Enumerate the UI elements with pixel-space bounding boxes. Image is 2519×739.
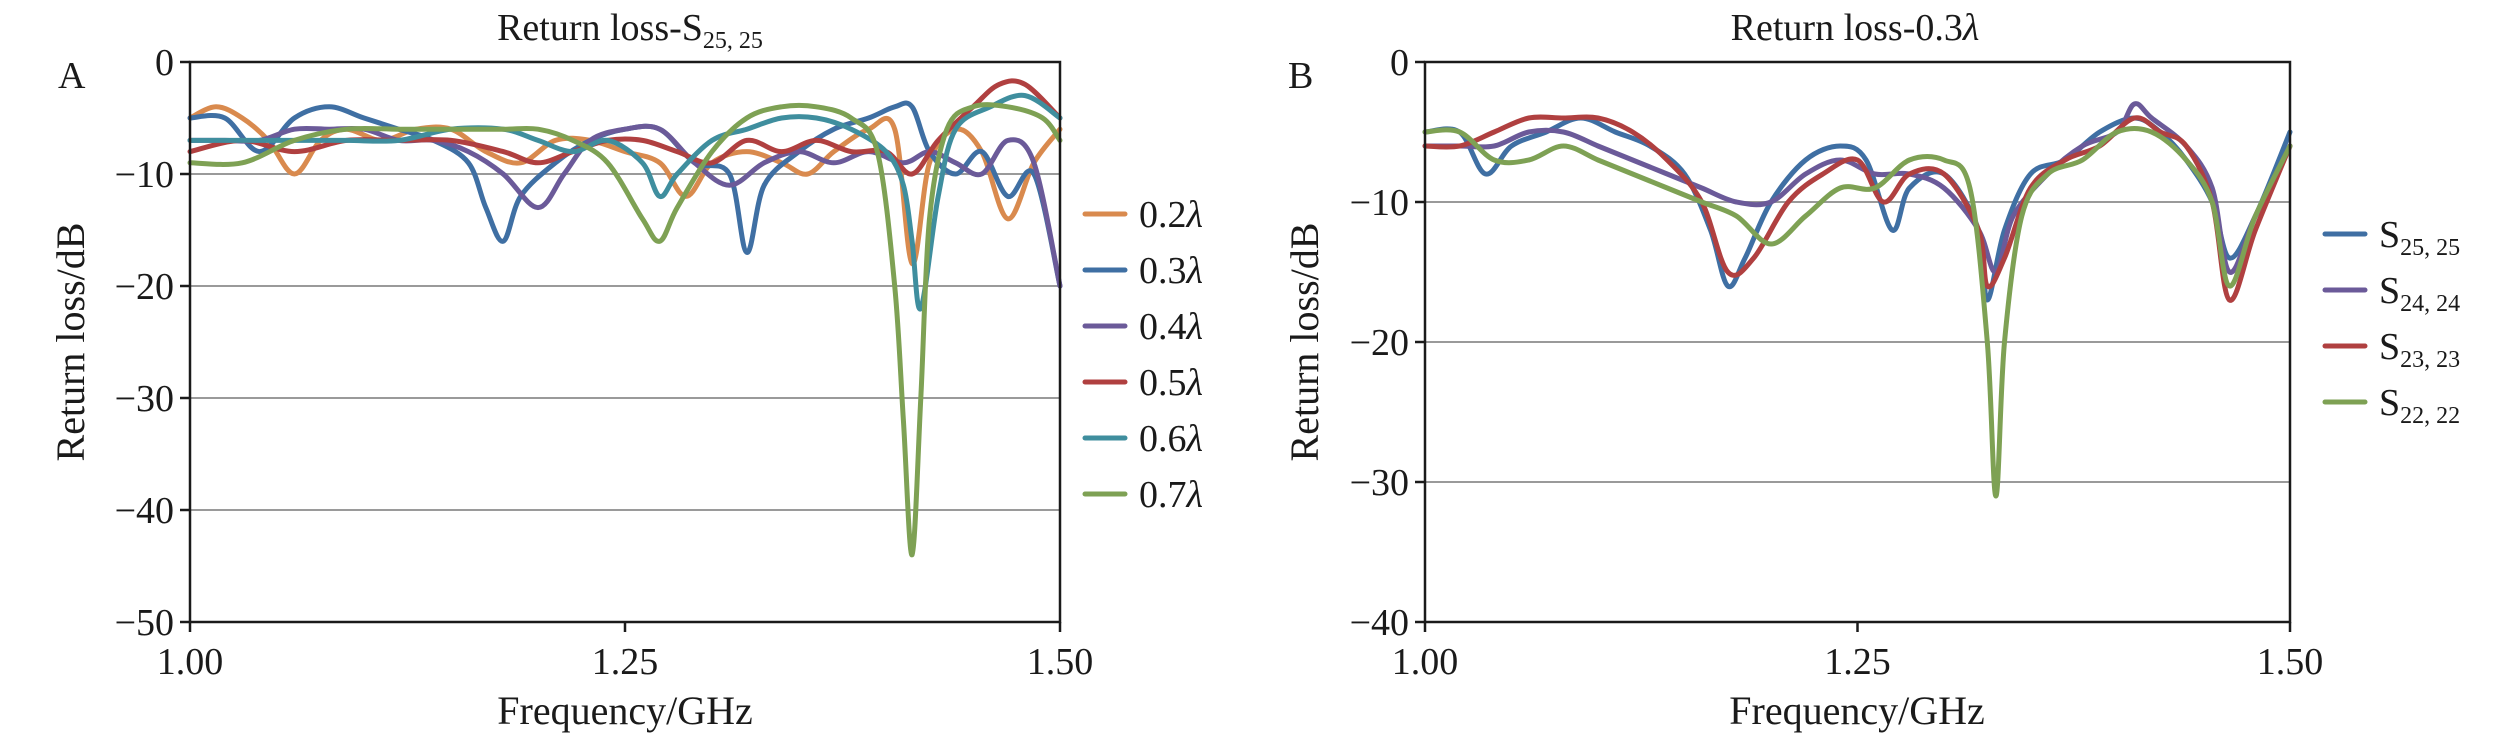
panel-b-series-line-4 <box>1422 125 2293 499</box>
panel-b-x-tick-label: 1.00 <box>1392 641 1459 683</box>
panel-b-y-axis-label: Return loss/dB <box>1282 223 1327 462</box>
panel-a-legend-label: 0.5λ <box>1139 362 1203 404</box>
panel-b-series-lines <box>1422 101 2293 499</box>
panel-a-legend-label: 0.4λ <box>1139 306 1203 348</box>
panel-a-x-axis-label: Frequency/GHz <box>497 688 752 733</box>
panel-b-legend-entry: S23, 23 <box>2322 326 2460 373</box>
panel-a-series-line-6 <box>187 102 1063 558</box>
panel-a-x-tick-label: 1.25 <box>592 641 659 683</box>
panel-b-title: Return loss-0.3λ <box>1731 7 1980 49</box>
panel-a-series-lines <box>187 78 1063 558</box>
panel-b-x-tick-label: 1.25 <box>1824 641 1891 683</box>
panel-a-title: Return loss-S25, 25 <box>497 7 763 54</box>
panel-a-legend-entry: 0.4λ <box>1082 306 1203 348</box>
panel-a-y-axis-label: Return loss/dB <box>48 223 93 462</box>
panel-b-legend-entry: S25, 25 <box>2322 214 2460 261</box>
panel-a-x-tick-label: 1.00 <box>157 641 224 683</box>
panel-b-legend-entry: S22, 22 <box>2322 382 2460 429</box>
panel-a-legend-entry: 0.3λ <box>1082 250 1203 292</box>
panel-a-legend-label: 0.3λ <box>1139 250 1203 292</box>
panel-b-legend-label: S23, 23 <box>2379 326 2460 373</box>
panel-a-legend-label: 0.7λ <box>1139 474 1203 516</box>
panel-a-legend-label: 0.6λ <box>1139 418 1203 460</box>
panel-a-x-tick-label: 1.50 <box>1027 641 1094 683</box>
panel-a-y-tick-label: 0 <box>155 42 174 84</box>
panel-a-legend-entry: 0.2λ <box>1082 194 1203 236</box>
panel-a-y-tick-label: −50 <box>115 602 174 644</box>
panel-a-y-tick-label: −10 <box>115 154 174 196</box>
panel-b-y-tick-label: −30 <box>1350 462 1409 504</box>
panel-a-legend-entry: 0.5λ <box>1082 362 1203 404</box>
panel-a-letter: A <box>58 55 86 97</box>
panel-b-ticks: 0 −10 −20 −30 −401.00 1.25 1.50 <box>1350 42 2324 683</box>
panel-b-y-tick-label: −20 <box>1350 322 1409 364</box>
panel-a-y-tick-label: −30 <box>115 378 174 420</box>
panel-b-series-line-3 <box>1422 114 2293 303</box>
panel-b-series-line-1 <box>1422 115 2293 303</box>
panel-a: A Return loss-S25, 25 0−10−20−30−40−501.… <box>48 7 1203 733</box>
panel-a-legend-entry: 0.6λ <box>1082 418 1203 460</box>
panel-b-y-tick-label: −40 <box>1350 602 1409 644</box>
panel-b-y-tick-label: 0 <box>1390 42 1409 84</box>
panel-b-legend: S25, 25 S24, 24 S23, 23 S22, 22 <box>2322 214 2460 429</box>
panel-a-legend-entry: 0.7λ <box>1082 474 1203 516</box>
panel-b-legend-label: S24, 24 <box>2379 270 2460 317</box>
panel-a-legend-label: 0.2λ <box>1139 194 1203 236</box>
panel-a-y-tick-label: −20 <box>115 266 174 308</box>
panel-b-legend-label: S25, 25 <box>2379 214 2460 261</box>
panel-b-grid <box>1425 201 2290 483</box>
panel-b-legend-entry: S24, 24 <box>2322 270 2460 317</box>
panel-b: B Return loss-0.3λ 0 −10 −20 −30 −401.00 1.25… <box>1282 7 2460 733</box>
panel-b-legend-label: S22, 22 <box>2379 382 2460 429</box>
panel-a-legend: 0.2λ 0.3λ 0.4λ 0.5λ 0.6λ 0.7λ <box>1082 194 1203 516</box>
panel-a-ticks: 0 −10 −20 −30 −40 −501.00 1.25 1.50 <box>115 42 1094 683</box>
panel-b-y-tick-label: −10 <box>1350 182 1409 224</box>
panel-b-x-tick-label: 1.50 <box>2257 641 2324 683</box>
panel-b-letter: B <box>1288 55 1313 97</box>
panel-b-x-axis-label: Frequency/GHz <box>1729 688 1984 733</box>
panel-a-series-line-5 <box>187 92 1063 312</box>
panel-a-y-tick-label: −40 <box>115 490 174 532</box>
